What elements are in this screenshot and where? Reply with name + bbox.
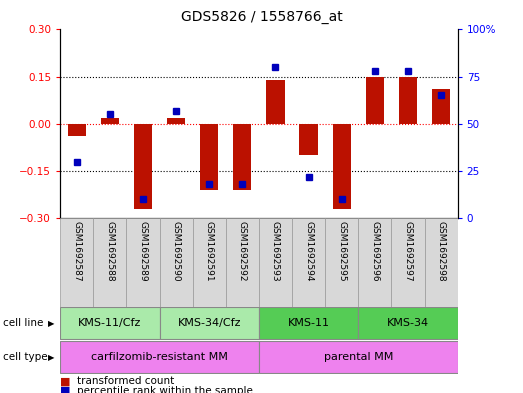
Text: GSM1692593: GSM1692593 <box>271 221 280 281</box>
Bar <box>259 307 358 339</box>
Bar <box>200 124 218 190</box>
Bar <box>366 77 384 124</box>
Bar <box>127 218 160 307</box>
Text: GSM1692596: GSM1692596 <box>370 221 379 281</box>
Bar <box>67 124 86 136</box>
Bar <box>358 307 458 339</box>
Bar <box>358 218 391 307</box>
Text: carfilzomib-resistant MM: carfilzomib-resistant MM <box>91 352 228 362</box>
Bar <box>259 341 458 373</box>
Text: cell line: cell line <box>3 318 43 328</box>
Bar <box>425 218 458 307</box>
Text: GSM1692588: GSM1692588 <box>105 221 115 281</box>
Bar <box>60 307 160 339</box>
Text: KMS-34/Cfz: KMS-34/Cfz <box>177 318 241 328</box>
Bar <box>93 218 127 307</box>
Text: GDS5826 / 1558766_at: GDS5826 / 1558766_at <box>180 10 343 24</box>
Text: GSM1692597: GSM1692597 <box>403 221 413 281</box>
Text: GSM1692590: GSM1692590 <box>172 221 180 281</box>
Bar <box>134 124 152 209</box>
Text: GSM1692594: GSM1692594 <box>304 221 313 281</box>
Text: percentile rank within the sample: percentile rank within the sample <box>77 386 253 393</box>
Text: KMS-34: KMS-34 <box>387 318 429 328</box>
Bar <box>60 341 259 373</box>
Text: parental MM: parental MM <box>324 352 393 362</box>
Bar <box>160 307 259 339</box>
Bar <box>167 118 185 124</box>
Text: GSM1692598: GSM1692598 <box>437 221 446 281</box>
Bar <box>300 124 317 155</box>
Text: GSM1692595: GSM1692595 <box>337 221 346 281</box>
Text: transformed count: transformed count <box>77 376 174 386</box>
Text: ■: ■ <box>60 376 71 386</box>
Bar <box>101 118 119 124</box>
Text: ▶: ▶ <box>49 353 55 362</box>
Bar <box>259 218 292 307</box>
Bar <box>226 218 259 307</box>
Bar <box>432 89 450 124</box>
Bar <box>266 80 285 124</box>
Text: KMS-11/Cfz: KMS-11/Cfz <box>78 318 142 328</box>
Text: ▶: ▶ <box>49 319 55 328</box>
Bar <box>399 77 417 124</box>
Bar <box>391 218 425 307</box>
Text: KMS-11: KMS-11 <box>288 318 329 328</box>
Bar <box>60 218 93 307</box>
Text: GSM1692589: GSM1692589 <box>139 221 147 281</box>
Text: cell type: cell type <box>3 352 47 362</box>
Bar <box>325 218 358 307</box>
Text: ■: ■ <box>60 386 71 393</box>
Bar <box>292 218 325 307</box>
Bar <box>192 218 226 307</box>
Text: GSM1692592: GSM1692592 <box>238 221 247 281</box>
Bar <box>160 218 192 307</box>
Bar <box>233 124 252 190</box>
Text: GSM1692587: GSM1692587 <box>72 221 81 281</box>
Bar <box>333 124 351 209</box>
Text: GSM1692591: GSM1692591 <box>204 221 214 281</box>
